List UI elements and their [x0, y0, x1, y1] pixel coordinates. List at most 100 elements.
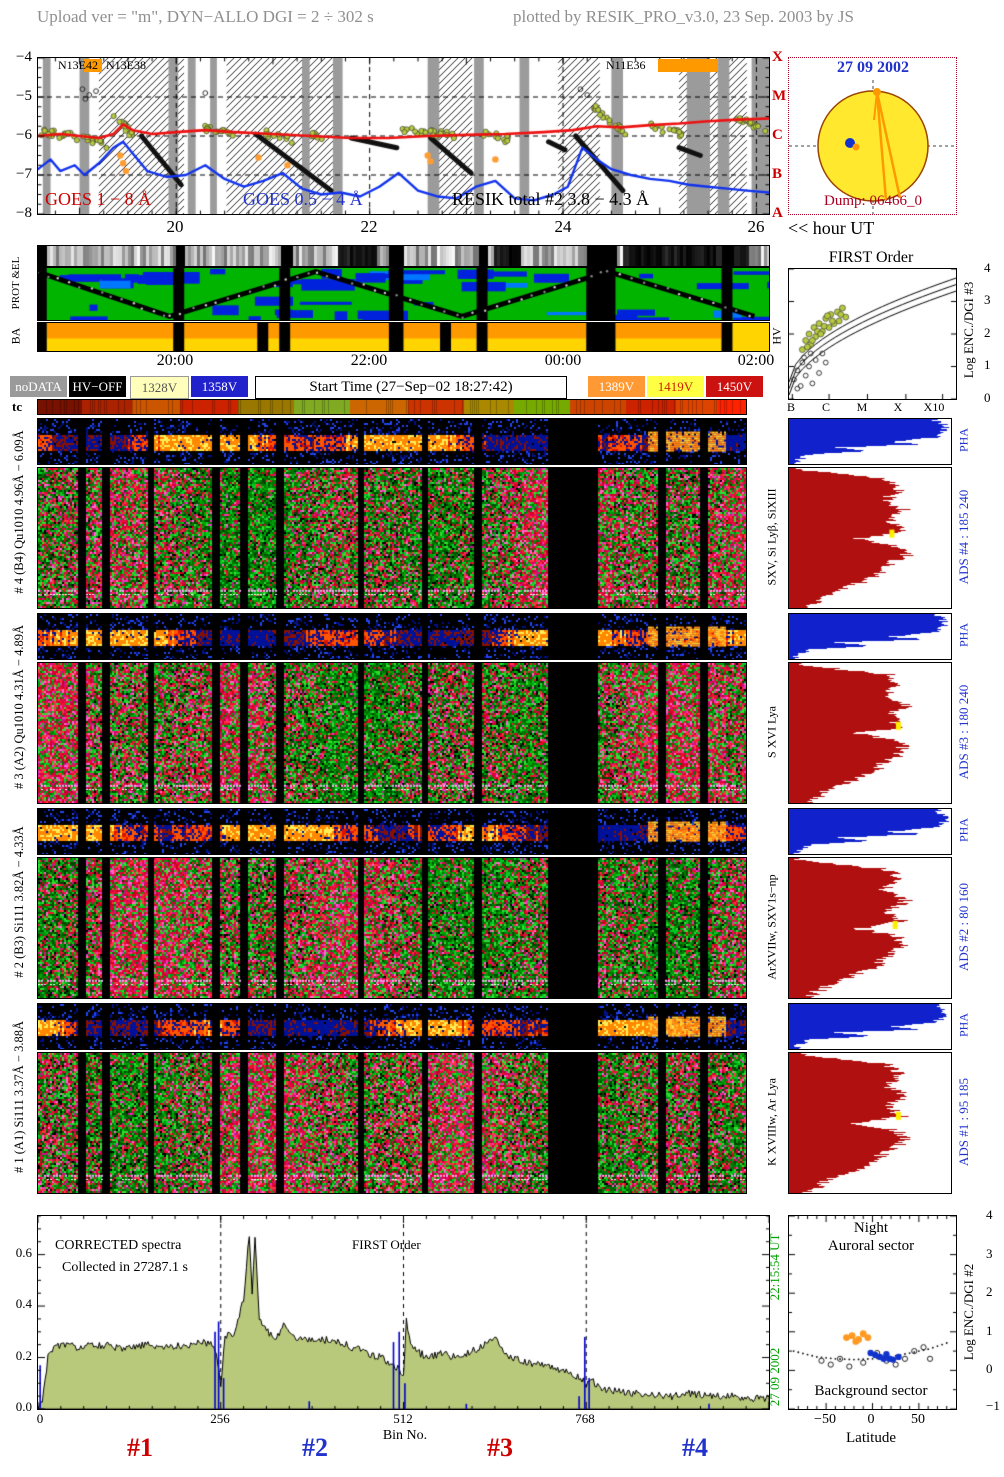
spectrum-xtick: 0	[36, 1411, 44, 1426]
pha-label: PHA	[956, 1012, 971, 1038]
bottom-first-order-label: FIRST Order	[352, 1237, 421, 1252]
ads-label: ADS #4 : 185 240	[955, 489, 971, 585]
dump-label: Dump: 06466_0	[824, 193, 922, 209]
pha-spectrogram-ch1	[37, 1003, 747, 1050]
night-xtick: 50	[911, 1412, 925, 1427]
flare-marker-swatch	[84, 59, 102, 72]
goes-class-letter: X	[772, 49, 783, 65]
channel-left-label: # 3 (A2) Qu1010 4.31Å − 4.89Å	[12, 625, 27, 789]
strip-xtick: 00:00	[544, 352, 582, 369]
spectrogram-ch4	[37, 467, 747, 609]
night-xtick: −50	[814, 1412, 836, 1427]
legend-1419v: 1419V	[647, 376, 704, 397]
fo-xtick: X	[893, 400, 903, 414]
goes-xtick: 24	[554, 217, 572, 236]
pha-histogram-ch1	[788, 1003, 952, 1050]
goes-class-letter: C	[772, 127, 783, 143]
ion-lines-label: S XVI Lya	[764, 706, 779, 758]
legend-hv-off: HV−OFF	[69, 376, 126, 397]
fo-xtick: B	[786, 400, 796, 414]
strip-xtick: 02:00	[737, 352, 775, 369]
ads-histogram-ch3	[788, 662, 952, 804]
segment-label: #4	[682, 1433, 708, 1462]
hv-label: HV	[769, 327, 784, 345]
proton-electron-strip	[37, 267, 770, 321]
flare-label: N13E42	[58, 58, 98, 72]
pha-histogram-ch4	[788, 418, 952, 465]
legend-1389v: 1389V	[588, 376, 645, 397]
night-ytick: 2	[986, 1284, 993, 1299]
ba-hv-strip	[37, 322, 770, 352]
strip-xtick: 20:00	[156, 352, 194, 369]
goes-xtick: 20	[166, 217, 184, 236]
fo-ytick: 2	[984, 325, 991, 340]
ba-label: BA	[8, 327, 23, 345]
goes-xtick: 26	[747, 217, 765, 236]
spectrum-ytick: 0.4	[15, 1296, 32, 1311]
spectrum-ytick: 0.0	[15, 1399, 32, 1414]
sun-disk-graphic	[789, 80, 956, 214]
ads-label: ADS #1 : 95 185	[955, 1077, 971, 1167]
fo-ytick: 1	[984, 357, 991, 372]
segment-label: #2	[302, 1433, 328, 1462]
goes-ytick: −6	[16, 127, 32, 143]
legend-1450v: 1450V	[706, 376, 763, 397]
solar-date: 27 09 2002	[837, 59, 909, 76]
fo-ytick: 0	[984, 390, 991, 405]
goes-ytick: −5	[16, 88, 32, 104]
flare-label: N11E36	[606, 58, 646, 72]
night-label: Night	[853, 1220, 889, 1236]
goes-ytick: −7	[16, 166, 32, 182]
goes-class-letter: M	[772, 88, 787, 104]
corrected-spectra-label: CORRECTED spectra	[55, 1238, 182, 1253]
fo-ylabel: Log ENC./DGI #3	[960, 281, 976, 379]
spectrum-xtick: 768	[575, 1411, 595, 1426]
spectrogram-ch3	[37, 662, 747, 804]
goes-flux-plot	[37, 57, 770, 215]
goes-long-series-label: GOES 1 − 8 Å	[45, 189, 152, 209]
latitude-label: Latitude	[846, 1430, 896, 1446]
channel-left-label: # 1 (A1) Si111 3.37Å − 3.88Å	[12, 1021, 27, 1173]
pha-spectrogram-ch3	[37, 613, 747, 660]
background-sector-label: Background sector	[814, 1383, 928, 1399]
goes-short-series-label: GOES 0.5 − 4 Å	[243, 189, 363, 209]
segment-label: #1	[127, 1433, 153, 1462]
ion-lines-label: SXV, Si Lyβ, SiXIII	[764, 488, 779, 586]
strip-xtick: 22:00	[350, 352, 388, 369]
night-ylabel: Log ENC./DGI #2	[960, 1263, 976, 1361]
ads-histogram-ch1	[788, 1052, 952, 1194]
first-order-title: FIRST Order	[828, 249, 914, 266]
goes-ytick: −8	[16, 205, 32, 221]
ion-lines-label: ArXVIIw, SXV1s−np	[764, 874, 779, 980]
night-ytick: 4	[986, 1207, 993, 1222]
auroral-sector-label: Auroral sector	[827, 1238, 915, 1254]
auroral-sector-plot	[788, 1215, 957, 1410]
goes-class-letter: A	[772, 205, 783, 221]
pha-histogram-ch2	[788, 808, 952, 855]
tc-colorbar	[37, 399, 747, 415]
channel-left-label: # 4 (B4) Qu1010 4.96Å − 6.09Å	[12, 430, 27, 594]
start-time-box: Start Time (27−Sep−02 18:27:42)	[255, 376, 567, 399]
spectrum-ytick: 0.2	[15, 1348, 32, 1363]
spectrum-xtick: 256	[210, 1411, 230, 1426]
ads-histogram-ch4	[788, 467, 952, 609]
fo-ytick: 3	[984, 292, 991, 307]
spectrogram-ch1	[37, 1052, 747, 1194]
pha-spectrogram-ch4	[37, 418, 747, 465]
dump-time-label: 22:15:54 UT	[766, 1233, 782, 1301]
spectrum-xtick: 512	[393, 1411, 413, 1426]
channel-left-label: # 2 (B3) Si111 3.82Å − 4.33Å	[12, 826, 27, 978]
fo-xtick: C	[821, 400, 831, 414]
legend-nodata: noDATA	[10, 376, 67, 397]
goes-xtick: 22	[360, 217, 378, 236]
night-ytick: 3	[986, 1246, 993, 1261]
night-ytick: −1	[986, 1398, 1000, 1413]
legend-1358v: 1358V	[191, 376, 248, 397]
pha-label: PHA	[956, 427, 971, 453]
spectrogram-ch2	[37, 857, 747, 999]
flare-label: N13E38	[106, 58, 146, 72]
ads-label: ADS #3 : 180 240	[955, 684, 971, 780]
resik-total-series-label: RESIK total #2 3.8 − 4.3 Å	[452, 189, 650, 209]
dump-date-label: 27 09 2002	[766, 1347, 782, 1407]
